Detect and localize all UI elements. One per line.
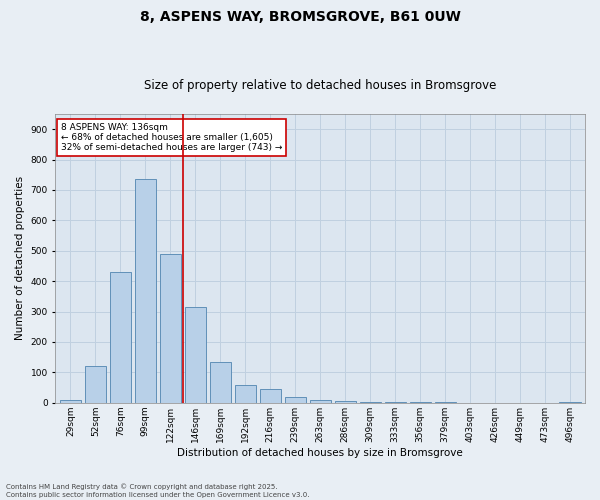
Bar (359, 402, 381, 403)
Bar (60, 400, 81, 403)
Bar (209, 362, 231, 403)
Bar (385, 402, 406, 403)
Bar (85, 366, 106, 403)
Bar (135, 180, 156, 403)
Text: 8, ASPENS WAY, BROMSGROVE, B61 0UW: 8, ASPENS WAY, BROMSGROVE, B61 0UW (140, 10, 460, 24)
X-axis label: Distribution of detached houses by size in Bromsgrove: Distribution of detached houses by size … (178, 448, 463, 458)
Bar (310, 400, 331, 403)
Bar (260, 389, 281, 403)
Text: 8 ASPENS WAY: 136sqm
← 68% of detached houses are smaller (1,605)
32% of semi-de: 8 ASPENS WAY: 136sqm ← 68% of detached h… (61, 122, 282, 152)
Bar (185, 307, 206, 403)
Y-axis label: Number of detached properties: Number of detached properties (15, 176, 25, 340)
Text: Contains HM Land Registry data © Crown copyright and database right 2025.
Contai: Contains HM Land Registry data © Crown c… (6, 484, 310, 498)
Bar (160, 254, 181, 403)
Bar (284, 396, 306, 403)
Title: Size of property relative to detached houses in Bromsgrove: Size of property relative to detached ho… (144, 79, 496, 92)
Bar (235, 384, 256, 403)
Bar (110, 272, 131, 403)
Bar (335, 402, 356, 403)
